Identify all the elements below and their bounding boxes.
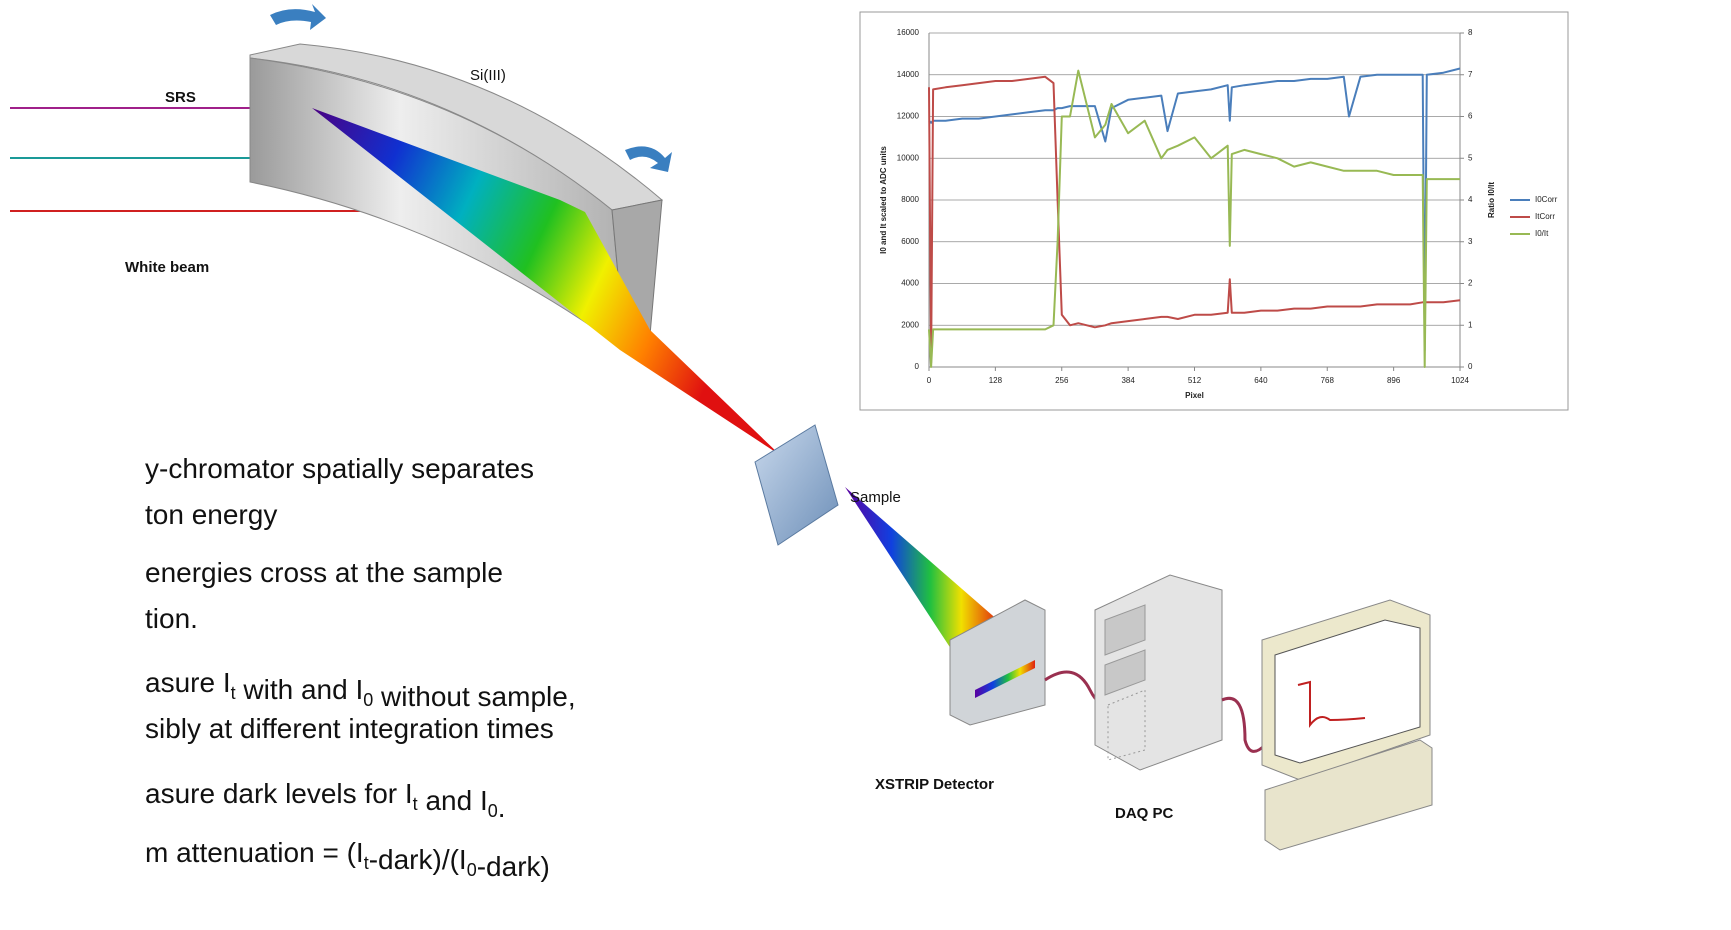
y2-tick-label: 1 [1468, 320, 1473, 329]
y-tick-label: 8000 [901, 195, 919, 204]
series-line [928, 69, 1460, 368]
y2-tick-label: 3 [1468, 237, 1473, 246]
x-tick-label: 1024 [1451, 376, 1469, 385]
subscript: 0 [363, 690, 373, 710]
bullet-line: energies cross at the sample [145, 557, 503, 588]
text-run: . [498, 792, 506, 823]
desktop-base [1264, 739, 1433, 851]
text-run: asure I [145, 667, 231, 698]
bullet-line: asure dark levels for It and I0. [145, 778, 506, 823]
sample-plate [754, 424, 839, 546]
screen-trace [1297, 680, 1366, 728]
screen [1274, 619, 1421, 764]
x-tick-label: 512 [1188, 376, 1202, 385]
subscript: t [231, 683, 236, 703]
x-tick-label: 0 [927, 376, 932, 385]
bullet-line: ton energy [145, 499, 277, 530]
cable [1221, 697, 1267, 753]
y2-tick-label: 5 [1468, 153, 1473, 162]
y2-tick-label: 2 [1468, 279, 1473, 288]
y-tick-label: 2000 [901, 320, 919, 329]
y2-tick-label: 0 [1468, 362, 1473, 371]
chart: 0200040006000800010000120001400016000012… [879, 28, 1557, 400]
y2-tick-label: 7 [1468, 70, 1473, 79]
subscript: t [413, 794, 418, 814]
y-axis-label: I0 and It scaled to ADC units [879, 146, 888, 254]
x-axis-label: Pixel [1185, 391, 1204, 400]
legend-label: I0Corr [1535, 195, 1558, 204]
y-tick-label: 16000 [897, 28, 920, 37]
series-line [928, 67, 1461, 352]
y2-tick-label: 6 [1468, 112, 1473, 121]
x-tick-label: 256 [1055, 376, 1069, 385]
y-tick-label: 6000 [901, 237, 919, 246]
bullet-line: tion. [145, 603, 198, 634]
vents [1107, 689, 1146, 761]
subscript: t [364, 853, 369, 873]
y-tick-label: 4000 [901, 279, 919, 288]
text-run: y-chromator spatially separates [145, 453, 534, 484]
rotate-arrow [270, 4, 326, 30]
label: Si(III) [470, 67, 506, 84]
legend-label: I0/It [1535, 229, 1549, 238]
bullet-line: m attenuation = (It-dark)/(I0-dark) [145, 837, 550, 882]
detector [949, 599, 1046, 726]
text-run: sibly at different integration times [145, 713, 554, 744]
spectrum-fan [312, 108, 780, 455]
x-tick-label: 384 [1121, 376, 1135, 385]
rotate-arrow [625, 146, 672, 172]
text-run: m attenuation = (I [145, 837, 364, 868]
drive-bay [1104, 604, 1146, 696]
x-tick-label: 768 [1321, 376, 1335, 385]
bullet-line: asure It with and I0 without sample, [145, 667, 576, 712]
y-tick-label: 0 [915, 362, 920, 371]
y2-axis-label: Ratio I0/It [1487, 182, 1496, 218]
label: DAQ PC [1115, 805, 1174, 822]
y2-tick-label: 8 [1468, 28, 1473, 37]
x-tick-label: 896 [1387, 376, 1401, 385]
text-run: and I [418, 785, 488, 816]
text-run: -dark) [477, 851, 550, 882]
text-run: with and I [236, 674, 364, 705]
y-tick-label: 14000 [897, 70, 920, 79]
text-run: without sample, [373, 681, 575, 712]
diagram: SRS Si(III) White beam Sample XSTRIP Det… [10, 4, 1433, 851]
legend-label: ItCorr [1535, 212, 1555, 221]
subscript: 0 [488, 801, 498, 821]
x-tick-label: 640 [1254, 376, 1268, 385]
y2-tick-label: 4 [1468, 195, 1473, 204]
label: SRS [165, 89, 196, 106]
detector-strip [975, 660, 1035, 698]
text-run: asure dark levels for I [145, 778, 413, 809]
y-tick-label: 12000 [897, 112, 920, 121]
label: White beam [125, 259, 209, 276]
label: Sample [850, 489, 901, 506]
bullet-list: y-chromator spatially separates ton energ… [145, 453, 576, 882]
bullet-line: sibly at different integration times [145, 713, 554, 744]
subscript: 0 [467, 860, 477, 880]
bullet-line: y-chromator spatially separates [145, 453, 534, 484]
chart-frame [859, 11, 1569, 411]
series-line [928, 75, 1461, 364]
y-tick-label: 10000 [897, 153, 920, 162]
text-run: energies cross at the sample [145, 557, 503, 588]
text-run: -dark)/(I [369, 844, 467, 875]
text-run: tion. [145, 603, 198, 634]
text-run: ton energy [145, 499, 277, 530]
x-tick-label: 128 [989, 376, 1003, 385]
label: XSTRIP Detector [875, 776, 994, 793]
transmitted-fan [845, 487, 1000, 655]
